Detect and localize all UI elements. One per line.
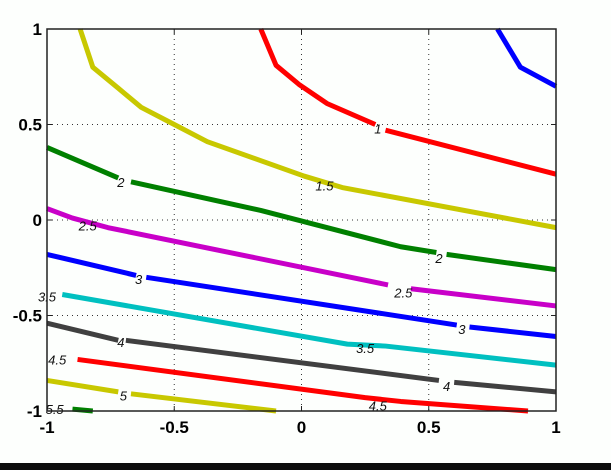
contour-line-2 xyxy=(130,179,437,255)
y-tick-label: 0.5 xyxy=(18,116,42,135)
contour-label: 5 xyxy=(120,389,128,404)
contour-line-1 xyxy=(384,127,557,177)
contour-line-3 xyxy=(145,274,458,328)
x-tick-label: 0 xyxy=(297,418,306,437)
contour-label: 3.5 xyxy=(356,341,375,356)
contour-line-4 xyxy=(453,379,557,395)
contour-label: 2.5 xyxy=(393,286,413,301)
x-tick-label: -0.5 xyxy=(160,418,189,437)
contour-line-4.5 xyxy=(77,356,529,414)
contour-line-4 xyxy=(125,337,440,383)
contour-label: 4 xyxy=(117,335,124,350)
contour-line-5 xyxy=(46,377,119,395)
contour-line-4 xyxy=(46,320,119,343)
contour-label: 4.5 xyxy=(369,398,388,413)
contour-label: 1.5 xyxy=(315,179,334,194)
y-tick-label: 1 xyxy=(33,20,42,39)
contour-label: 2 xyxy=(116,175,125,190)
contour-line-5 xyxy=(130,391,277,414)
contour-label: 2.5 xyxy=(78,219,98,234)
contour-label: 3 xyxy=(135,272,143,287)
contour-label: 2 xyxy=(434,251,443,266)
contour-line-2 xyxy=(46,145,120,181)
x-tick-label: 1 xyxy=(551,418,560,437)
contour-line-3 xyxy=(469,324,557,339)
contour-line-1.5 xyxy=(77,28,557,231)
contour-line-2 xyxy=(446,251,557,273)
y-tick-label: -0.5 xyxy=(13,307,42,326)
contour-line-2.5 xyxy=(46,206,389,288)
contour-line-1 xyxy=(258,28,377,127)
contour-label: 5.5 xyxy=(46,402,65,417)
y-tick-label: 0 xyxy=(33,211,42,230)
x-axis-tick-labels: -1 -0.5 0 0.5 1 xyxy=(39,418,560,437)
contour-lines xyxy=(46,27,558,414)
contour-label: 4 xyxy=(443,379,450,394)
x-tick-label: 0.5 xyxy=(417,418,441,437)
contour-label: 4.5 xyxy=(48,352,67,367)
y-tick-label: -1 xyxy=(27,402,42,421)
contour-line-2.5 xyxy=(410,286,557,309)
contour-line-3.5 xyxy=(61,292,557,368)
bottom-bar xyxy=(0,463,611,470)
axis-ticks xyxy=(46,28,557,412)
contour-label: 1 xyxy=(374,121,381,136)
contour-label: 3 xyxy=(458,322,466,337)
y-axis-tick-labels: 1 0.5 0 -0.5 -1 xyxy=(13,20,42,421)
contour-line-0.5 xyxy=(495,27,558,89)
contour-line-3 xyxy=(46,251,137,278)
x-tick-label: -1 xyxy=(39,418,54,437)
